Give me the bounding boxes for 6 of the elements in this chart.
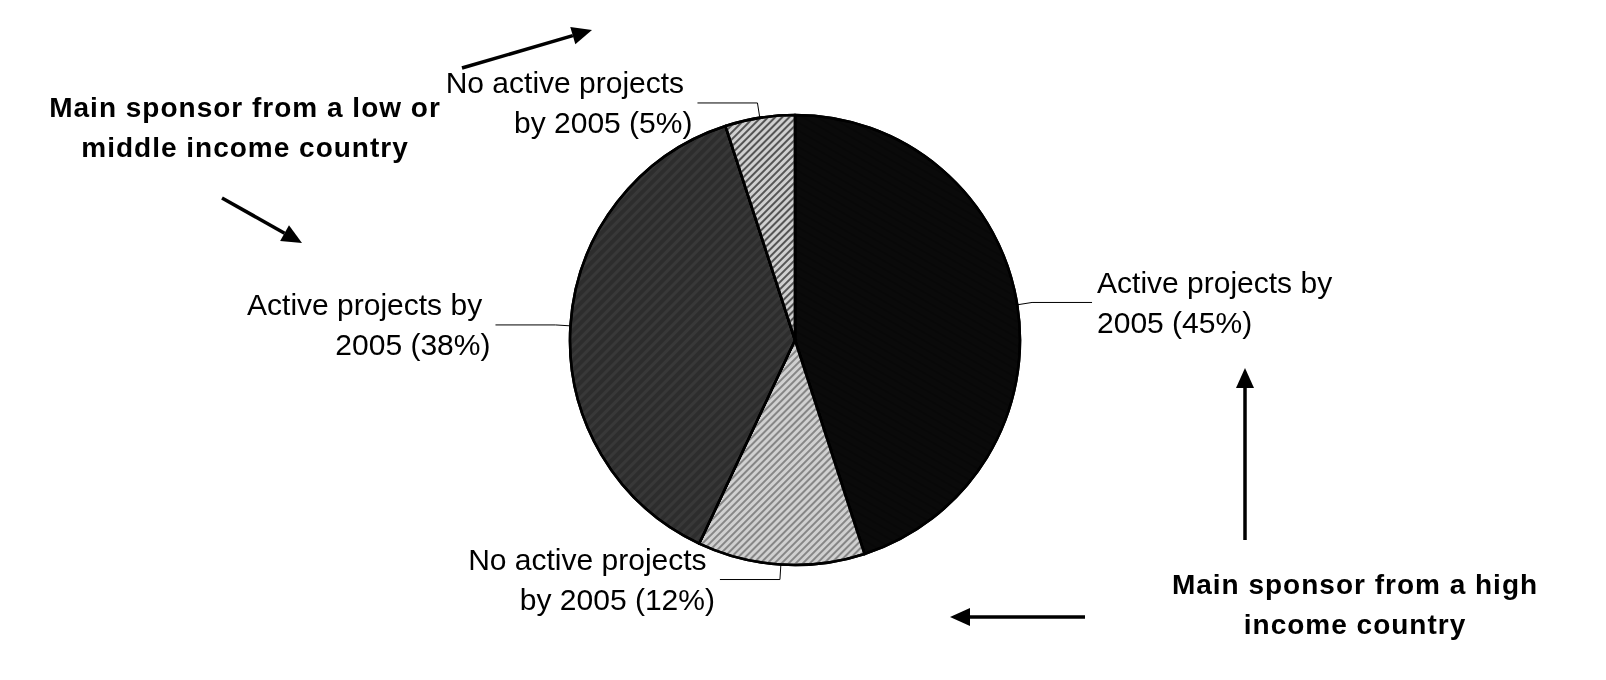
- slice-label: No active projects by 2005 (12%): [468, 543, 715, 617]
- legend-label: No active projects by 2005 (5%): [445, 66, 693, 140]
- text: Main sponsor from a high income country: [1170, 568, 1540, 642]
- slice-label: Active projects by 2005 (38%): [247, 288, 491, 362]
- text: Main sponsor from a low or middle income country: [49, 92, 441, 163]
- slice-label: Active projects by 2005 (45%): [1097, 265, 1341, 339]
